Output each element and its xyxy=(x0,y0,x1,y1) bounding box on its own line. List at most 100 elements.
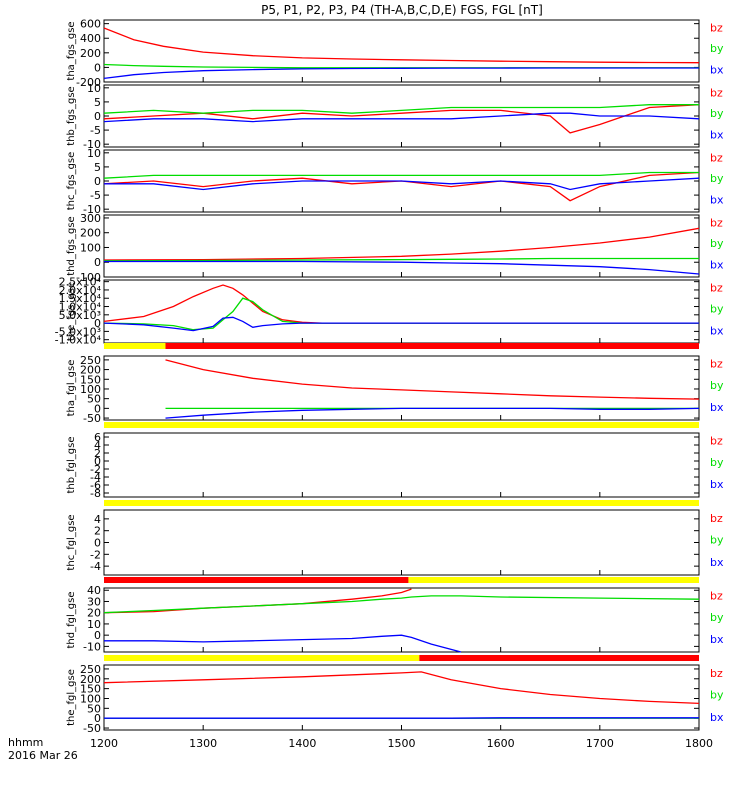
legend-bz: bz xyxy=(710,435,723,448)
legend-by: by xyxy=(710,302,724,315)
x-tick-label: 1400 xyxy=(288,737,316,750)
panel-frame xyxy=(104,510,699,575)
series-by xyxy=(104,105,699,114)
flag-segment-yellow xyxy=(104,422,699,428)
y-axis-label: tha_fgs_gse xyxy=(66,21,77,80)
series-bz xyxy=(166,360,700,399)
y-axis-label: tha_fgl_gse xyxy=(66,360,77,417)
y-tick-label: 5 xyxy=(94,161,101,174)
series-bx xyxy=(104,178,699,189)
legend-bx: bx xyxy=(710,478,724,491)
y-axis-label: the_fgs_gse xyxy=(66,282,77,341)
date-label: 2016 Mar 26 xyxy=(8,749,78,762)
panel-frame xyxy=(104,433,699,497)
y-tick-label: 200 xyxy=(80,47,101,60)
panel-frame xyxy=(104,356,699,420)
y-tick-label: 400 xyxy=(80,32,101,45)
legend-bz: bz xyxy=(710,512,723,525)
y-tick-label: 4 xyxy=(94,513,101,526)
series-bz xyxy=(104,672,699,704)
series-bx xyxy=(104,635,461,652)
y-tick-label: 0 xyxy=(94,175,101,188)
y-tick-label: 0 xyxy=(94,61,101,74)
legend-bx: bx xyxy=(710,324,724,337)
y-tick-label: 0 xyxy=(94,256,101,269)
legend-bz: bz xyxy=(710,667,723,680)
legend-by: by xyxy=(710,172,724,185)
flag-segment-yellow xyxy=(408,577,699,583)
series-by xyxy=(104,65,699,68)
y-axis-label: thb_fgl_gse xyxy=(66,437,77,494)
x-tick-label: 1800 xyxy=(685,737,713,750)
legend-bx: bx xyxy=(710,633,724,646)
legend-bz: bz xyxy=(710,216,723,229)
legend-bx: bx xyxy=(710,556,724,569)
y-tick-label: 10 xyxy=(87,618,101,631)
y-tick-label: 0 xyxy=(94,537,101,550)
flag-bar xyxy=(104,655,699,661)
y-tick-label: 250 xyxy=(80,663,101,676)
legend-bx: bx xyxy=(710,711,724,724)
y-tick-label: 300 xyxy=(80,212,101,225)
panel-frame xyxy=(104,665,699,730)
chart-title: P5, P1, P2, P3, P4 (TH-A,B,C,D,E) FGS, F… xyxy=(261,3,543,17)
x-tick-label: 1200 xyxy=(90,737,118,750)
series-bx xyxy=(166,408,700,418)
legend-bz: bz xyxy=(710,358,723,371)
legend-by: by xyxy=(710,107,724,120)
y-axis-label: thc_fgs_gse xyxy=(66,152,77,211)
x-tick-label: 1600 xyxy=(487,737,515,750)
series-bx xyxy=(104,113,699,121)
legend-bx: bx xyxy=(710,401,724,414)
y-tick-label: -4 xyxy=(90,560,101,573)
legend-bx: bx xyxy=(710,259,724,272)
time-label: hhmm xyxy=(8,736,43,749)
y-tick-label: -5 xyxy=(90,189,101,202)
y-tick-label: 10 xyxy=(87,147,101,160)
flag-segment-yellow xyxy=(104,500,699,506)
flag-bar xyxy=(104,500,699,506)
y-tick-label: 20 xyxy=(87,607,101,620)
series-by xyxy=(104,173,699,179)
x-tick-label: 1300 xyxy=(189,737,217,750)
legend-bz: bz xyxy=(710,151,723,164)
y-axis-label: thd_fgl_gse xyxy=(66,592,77,649)
legend-bz: bz xyxy=(710,590,723,603)
y-axis-label: thb_fgs_gse xyxy=(66,86,77,145)
flag-segment-red xyxy=(165,343,699,349)
series-bz xyxy=(104,285,699,323)
y-tick-label: 200 xyxy=(80,227,101,240)
y-tick-label: 6 xyxy=(94,431,101,444)
legend-by: by xyxy=(710,456,724,469)
y-tick-label: 100 xyxy=(80,241,101,254)
flag-bars xyxy=(104,343,699,661)
legend-bx: bx xyxy=(710,129,724,142)
y-tick-label: 10 xyxy=(87,82,101,95)
y-tick-label: -10 xyxy=(83,640,101,653)
y-tick-label: -5 xyxy=(90,124,101,137)
y-axis-label: thd_fgs_gse xyxy=(66,216,77,275)
legend-bz: bz xyxy=(710,282,723,295)
y-tick-label: 40 xyxy=(87,584,101,597)
x-tick-label: 1500 xyxy=(388,737,416,750)
series-bz xyxy=(104,173,699,201)
series-by xyxy=(104,596,699,613)
flag-segment-red xyxy=(104,577,408,583)
legend-by: by xyxy=(710,237,724,250)
series-bx xyxy=(104,68,699,78)
y-tick-label: 0 xyxy=(94,110,101,123)
y-tick-label: 0 xyxy=(94,629,101,642)
series-bz xyxy=(104,228,699,260)
y-axis-label: thc_fgl_gse xyxy=(66,514,77,570)
